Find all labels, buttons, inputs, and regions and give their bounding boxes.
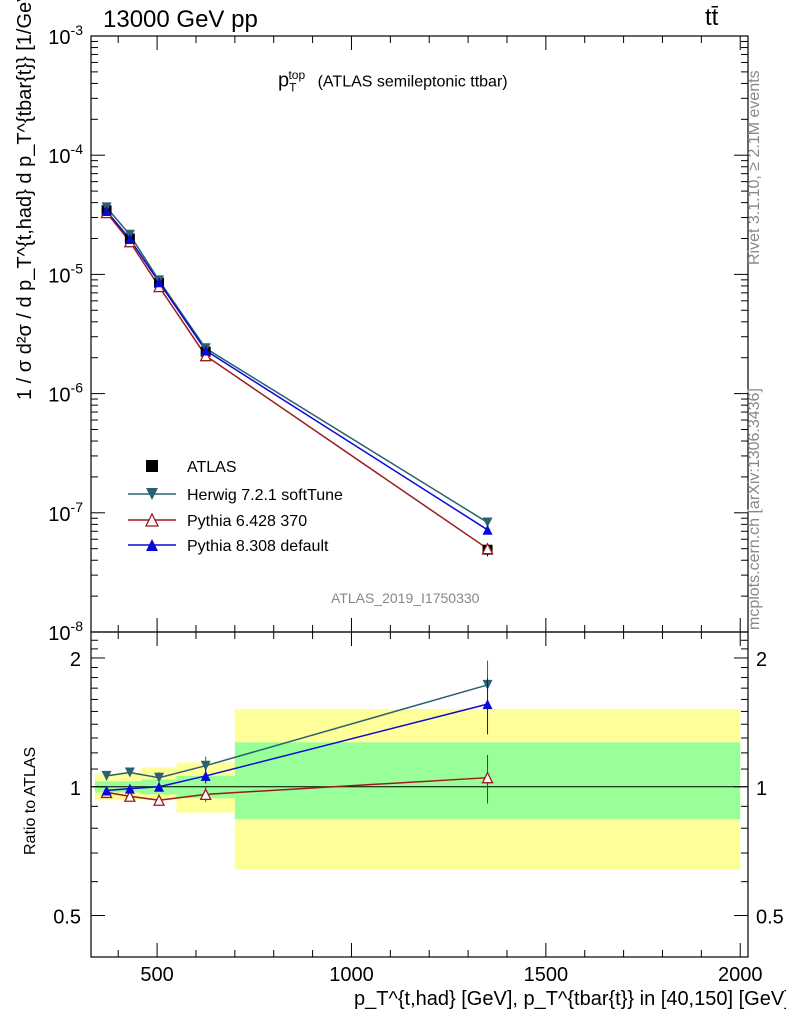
ratio-plot-frame bbox=[90, 631, 749, 958]
ratio-marker-1 bbox=[124, 767, 135, 778]
ratio-marker-2 bbox=[152, 793, 166, 806]
ratio-marker-1 bbox=[154, 772, 165, 783]
rivet-version: Rivet 3.1.10, ≥ 2.1M events bbox=[746, 70, 763, 265]
ratio-marker-1 bbox=[101, 770, 112, 781]
ratio-marker-3 bbox=[200, 770, 211, 781]
ratio-marker-1 bbox=[200, 760, 211, 771]
main-marker-3 bbox=[154, 277, 165, 288]
main-marker-3 bbox=[101, 206, 112, 217]
legend-marker-0 bbox=[146, 460, 158, 472]
plot-title-main: p bbox=[278, 69, 290, 92]
ratio-marker-2 bbox=[123, 789, 136, 802]
analysis-id: ATLAS_2019_I1750330 bbox=[331, 590, 480, 606]
ratio-tick-label-right: 1 bbox=[756, 778, 767, 800]
legend-label-3: Pythia 8.308 default bbox=[187, 538, 329, 555]
x-tick-label: 2000 bbox=[718, 964, 763, 986]
legend-label-0: ATLAS bbox=[187, 459, 237, 476]
series-markers bbox=[100, 202, 494, 806]
ratio-uncertainty-bands bbox=[94, 708, 741, 870]
x-tick-label: 500 bbox=[140, 964, 173, 986]
y-tick-label: 10-5 bbox=[48, 260, 83, 287]
y-tick-label: 10-6 bbox=[48, 380, 83, 407]
series-line-1 bbox=[105, 206, 488, 524]
ratio-tick-label-right: 2 bbox=[756, 649, 767, 671]
y-tick-label: 10-7 bbox=[48, 499, 83, 526]
series-line-3 bbox=[105, 210, 488, 531]
main-marker-1 bbox=[482, 517, 493, 528]
y-tick-label: 10-3 bbox=[48, 22, 83, 49]
main-marker-3 bbox=[200, 345, 211, 356]
ratio-tick-label: 2 bbox=[70, 649, 81, 671]
main-marker-3 bbox=[124, 234, 135, 245]
ratio-tick-label: 1 bbox=[70, 778, 81, 800]
axis-ticks: 500 1000 1500 2000 10-8 10-7 10-6 10-5 10-4 10-3 0… bbox=[48, 22, 784, 986]
y-tick-label: 10-4 bbox=[48, 141, 83, 168]
legend: ATLAS Herwig 7.2.1 softTune Pythia 6.428 3… bbox=[128, 459, 343, 555]
header-right: tt̄ bbox=[705, 4, 719, 31]
y-axis-label: 1 / σ d²σ / d p_T^{t,had} d p_T^{tbar{t}… bbox=[14, 0, 36, 400]
ratio-marker-2 bbox=[199, 787, 212, 800]
header-left: 13000 GeV pp bbox=[103, 6, 258, 33]
ratio-marker-3 bbox=[124, 783, 135, 794]
x-axis-label: p_T^{t,had} [GeV], p_T^{tbar{t}} in [40,… bbox=[354, 988, 786, 1010]
legend-label-2: Pythia 6.428 370 bbox=[187, 513, 307, 530]
ratio-tick-label-right: 0.5 bbox=[756, 907, 784, 929]
legend-marker-3 bbox=[146, 539, 158, 551]
plot-title-sub: T bbox=[289, 80, 297, 95]
legend-marker-1 bbox=[146, 488, 158, 500]
plot-title: pTtop (ATLAS semileptonic ttbar) bbox=[278, 68, 508, 95]
ratio-axis-label: Ratio to ATLAS bbox=[22, 746, 39, 855]
ratio-marker-3 bbox=[154, 781, 165, 792]
legend-marker-2 bbox=[144, 512, 160, 527]
plot-title-rest: (ATLAS semileptonic ttbar) bbox=[313, 73, 508, 91]
main-marker-2 bbox=[481, 542, 494, 555]
legend-label-1: Herwig 7.2.1 softTune bbox=[187, 487, 343, 504]
ratio-marker-3 bbox=[101, 785, 112, 796]
ratio-marker-3 bbox=[482, 699, 493, 710]
main-marker-3 bbox=[482, 524, 493, 535]
ratio-marker-2 bbox=[481, 771, 494, 784]
main-marker-2 bbox=[199, 349, 212, 362]
x-tick-label: 1500 bbox=[524, 964, 569, 986]
mcplots-reference: mcplots.cern.ch [arXiv:1306.3436] bbox=[746, 388, 763, 630]
x-tick-label: 1000 bbox=[329, 964, 374, 986]
ratio-tick-label: 0.5 bbox=[53, 907, 81, 929]
plot-title-sup: top bbox=[288, 68, 306, 82]
y-tick-label: 10-8 bbox=[48, 618, 83, 645]
